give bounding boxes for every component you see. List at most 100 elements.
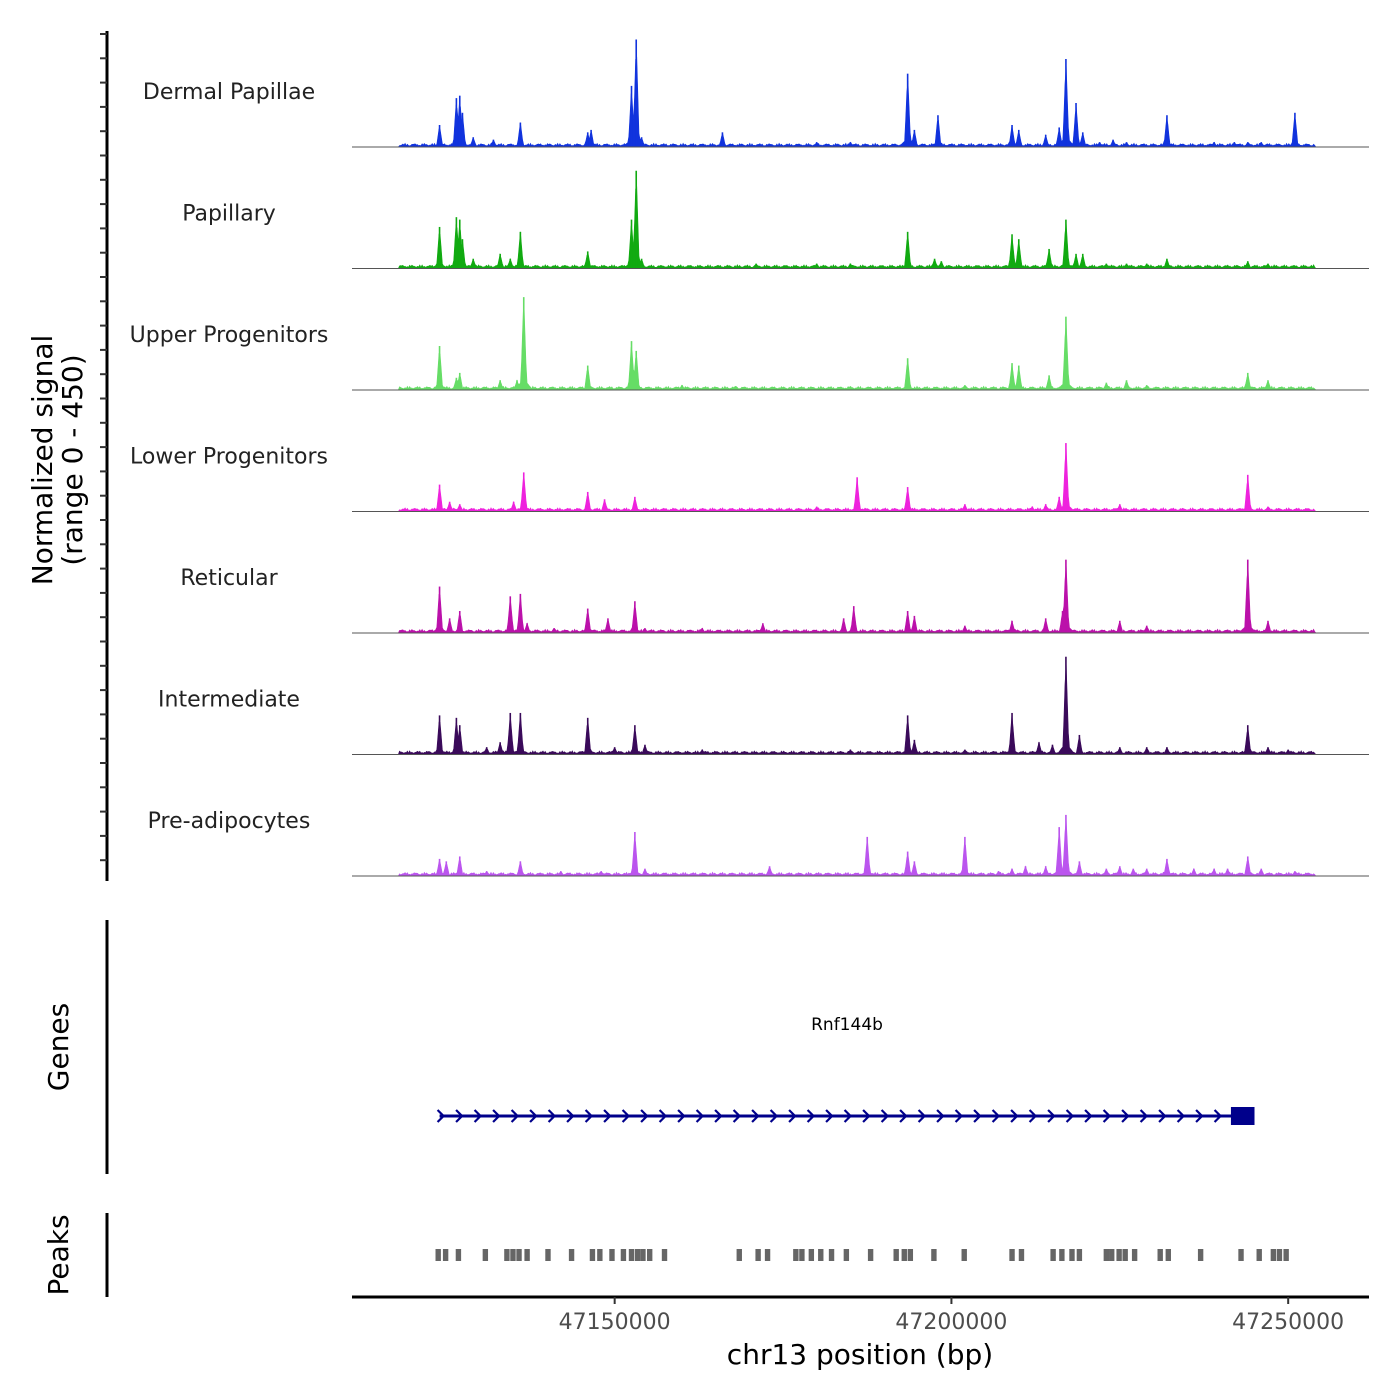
strand-arrow (677, 1109, 686, 1123)
coverage-y-axis-ticks (100, 33, 107, 862)
coverage-track: Lower Progenitors (130, 443, 1369, 512)
strand-arrow (806, 1109, 816, 1123)
strand-arrow (566, 1109, 575, 1123)
track-label: Dermal Papillae (143, 80, 315, 105)
signal-area (352, 56, 1369, 148)
strand-arrow (1047, 1109, 1056, 1123)
peak-region (640, 1249, 646, 1261)
peak-region (568, 1249, 575, 1261)
peak-region (764, 1249, 771, 1261)
strand-arrow (732, 1109, 742, 1123)
x-axis-ticks: 47150000 47200000 47250000 (559, 1297, 1344, 1335)
strand-arrow (899, 1109, 908, 1123)
strand-arrow (436, 1109, 446, 1123)
peak-region (435, 1249, 441, 1261)
strand-arrow (1139, 1109, 1149, 1123)
x-tick-label: 47200000 (895, 1310, 1007, 1335)
strand-arrow (473, 1109, 483, 1123)
strand-arrow (973, 1109, 982, 1123)
track-label: Papillary (182, 202, 276, 227)
peak-region (545, 1249, 551, 1261)
peak-region (1270, 1249, 1277, 1261)
strand-arrow (547, 1109, 557, 1123)
peaks-track-label: Peaks (42, 1214, 75, 1295)
strand-arrow (1176, 1109, 1186, 1123)
x-tick-label: 47150000 (559, 1310, 671, 1335)
strand-arrow (1121, 1109, 1130, 1123)
peak-region (455, 1249, 462, 1261)
peak-region (1157, 1249, 1163, 1261)
coverage-track: Reticular (180, 559, 1369, 634)
signal-area (352, 297, 1369, 391)
signal-area (352, 663, 1369, 755)
strand-arrow (455, 1109, 464, 1123)
peak-region (597, 1249, 603, 1261)
track-label: Lower Progenitors (130, 445, 328, 470)
coverage-tracks: Dermal Papillae Papillary Upper Progenitor… (130, 39, 1369, 877)
strand-arrow (640, 1109, 649, 1123)
strand-arrow (714, 1109, 723, 1123)
x-tick-label: 47250000 (1232, 1310, 1344, 1335)
peak-region (818, 1249, 824, 1261)
peak-region (1276, 1249, 1283, 1261)
strand-arrow (917, 1109, 927, 1123)
signal-area (352, 448, 1369, 512)
peak-region (609, 1249, 615, 1261)
peak-region (620, 1249, 627, 1261)
peak-region (589, 1249, 596, 1261)
strand-arrow (1195, 1109, 1204, 1123)
peak-region (646, 1249, 653, 1261)
peak-region (1103, 1249, 1110, 1261)
peak-region (1165, 1249, 1171, 1261)
peak-region (907, 1249, 914, 1261)
strand-arrow (825, 1109, 834, 1123)
strand-arrow (954, 1109, 964, 1123)
strand-arrow (1028, 1109, 1038, 1123)
strand-arrow (1213, 1109, 1223, 1123)
peak-region (1069, 1249, 1075, 1261)
strand-arrow (991, 1109, 1001, 1123)
strand-arrow (1084, 1109, 1093, 1123)
peak-region (1197, 1249, 1204, 1261)
peak-region (1131, 1249, 1138, 1261)
peak-region (901, 1249, 907, 1261)
strand-arrow (492, 1109, 501, 1123)
strand-arrow (1065, 1109, 1075, 1123)
peak-region (510, 1249, 516, 1261)
peak-region (1283, 1249, 1289, 1261)
genes-track-label: Genes (42, 1003, 75, 1091)
strand-arrow (658, 1109, 668, 1123)
strand-arrow (1102, 1109, 1112, 1123)
peak-region (736, 1249, 742, 1261)
strand-arrow (1158, 1109, 1167, 1123)
peak-region (755, 1249, 761, 1261)
coverage-track: Papillary (182, 170, 1369, 269)
peak-region (628, 1249, 635, 1261)
coverage-track: Pre-adipocytes (148, 809, 1369, 877)
peak-region (808, 1249, 815, 1261)
peak-region (1009, 1249, 1015, 1261)
peak-region (1109, 1249, 1115, 1261)
strand-arrow (880, 1109, 890, 1123)
strand-arrow (788, 1109, 797, 1123)
peak-region (843, 1249, 850, 1261)
signal-area (352, 186, 1369, 269)
coverage-track: Intermediate (158, 656, 1369, 755)
peak-region (828, 1249, 835, 1261)
peak-region (516, 1249, 522, 1261)
signal-area (352, 819, 1369, 877)
peaks-track (435, 1249, 1289, 1261)
peak-region (442, 1249, 449, 1261)
strand-arrow (603, 1109, 612, 1123)
strand-arrow (584, 1109, 594, 1123)
peak-region (1076, 1249, 1083, 1261)
y-axis-title-line2: (range 0 - 450) (56, 354, 89, 565)
peak-region (1116, 1249, 1122, 1261)
peak-region (504, 1249, 510, 1261)
gene-model: Rnf144b (436, 1015, 1255, 1125)
peak-region (524, 1249, 530, 1261)
peak-region (1050, 1249, 1056, 1261)
track-label: Intermediate (158, 688, 300, 713)
